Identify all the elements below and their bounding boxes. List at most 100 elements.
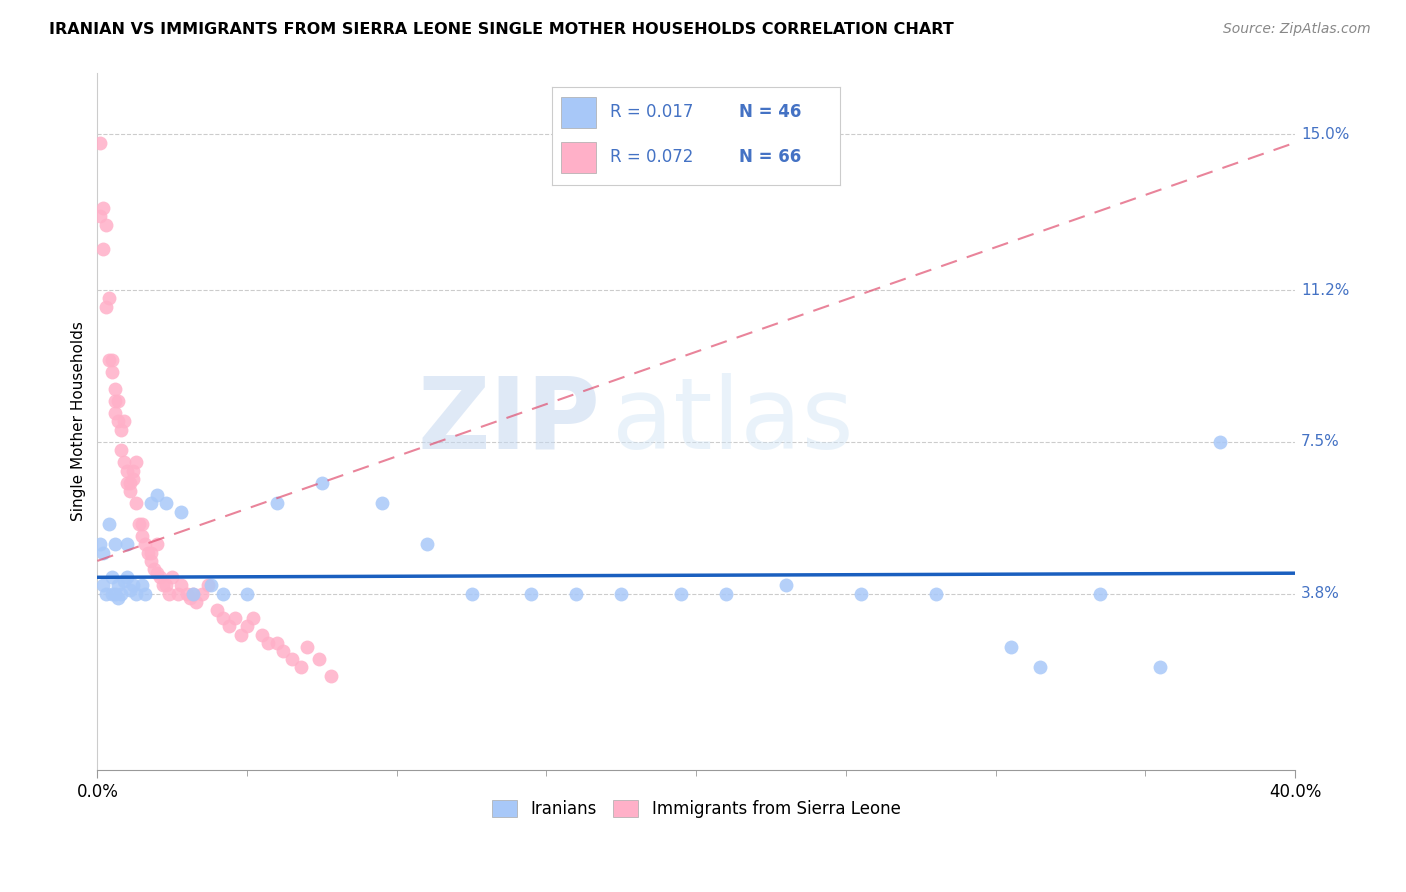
Point <box>212 611 235 625</box>
Point <box>131 516 153 531</box>
Point <box>714 587 737 601</box>
Point <box>117 464 139 478</box>
Point <box>212 587 235 601</box>
Point <box>181 587 204 601</box>
Point <box>179 591 201 605</box>
Point <box>311 475 333 490</box>
Point <box>89 537 111 551</box>
Point <box>117 570 139 584</box>
Point <box>110 423 132 437</box>
Point <box>149 570 172 584</box>
Point <box>120 582 142 597</box>
Point <box>610 587 633 601</box>
Point <box>925 587 948 601</box>
Point <box>242 611 264 625</box>
Point <box>112 455 135 469</box>
Point <box>181 587 204 601</box>
Point <box>107 578 129 592</box>
Point <box>134 587 156 601</box>
Point <box>134 537 156 551</box>
Text: 11.2%: 11.2% <box>1301 283 1350 298</box>
Point <box>160 570 183 584</box>
Point <box>91 242 114 256</box>
Point <box>290 660 312 674</box>
Point <box>281 652 304 666</box>
Point <box>155 496 177 510</box>
Point <box>98 516 121 531</box>
Point <box>266 636 288 650</box>
Point <box>107 591 129 605</box>
Point <box>128 516 150 531</box>
Point <box>565 587 588 601</box>
Point <box>167 587 190 601</box>
Point <box>1029 660 1052 674</box>
Point <box>143 562 166 576</box>
Point <box>200 578 222 592</box>
Text: Source: ZipAtlas.com: Source: ZipAtlas.com <box>1223 22 1371 37</box>
Point <box>101 353 124 368</box>
Point <box>136 546 159 560</box>
Point <box>96 218 118 232</box>
Point <box>849 587 872 601</box>
Point <box>120 475 142 490</box>
Point <box>98 353 121 368</box>
Point <box>141 554 163 568</box>
Point <box>117 537 139 551</box>
Point <box>131 529 153 543</box>
Point <box>91 578 114 592</box>
Point <box>104 537 127 551</box>
Point <box>89 210 111 224</box>
Text: 3.8%: 3.8% <box>1301 586 1340 601</box>
Point <box>236 619 259 633</box>
Point <box>101 570 124 584</box>
Point <box>257 636 280 650</box>
Point <box>131 578 153 592</box>
Point <box>170 505 193 519</box>
Point <box>186 595 208 609</box>
Point <box>669 587 692 601</box>
Point <box>104 382 127 396</box>
Point <box>110 443 132 458</box>
Point <box>101 587 124 601</box>
Point <box>308 652 330 666</box>
Point <box>91 202 114 216</box>
Point <box>117 475 139 490</box>
Point <box>157 587 180 601</box>
Point <box>107 394 129 409</box>
Point <box>98 292 121 306</box>
Text: 7.5%: 7.5% <box>1301 434 1340 450</box>
Point <box>176 587 198 601</box>
Point <box>236 587 259 601</box>
Point <box>141 496 163 510</box>
Point <box>460 587 482 601</box>
Point <box>415 537 437 551</box>
Point <box>218 619 240 633</box>
Point <box>120 484 142 499</box>
Point <box>224 611 246 625</box>
Text: ZIP: ZIP <box>418 373 600 470</box>
Point <box>1090 587 1112 601</box>
Point <box>141 546 163 560</box>
Point <box>112 574 135 589</box>
Point <box>520 587 543 601</box>
Point <box>125 455 148 469</box>
Text: 15.0%: 15.0% <box>1301 127 1350 142</box>
Point <box>89 136 111 150</box>
Point <box>146 488 169 502</box>
Point <box>229 628 252 642</box>
Y-axis label: Single Mother Households: Single Mother Households <box>72 321 86 522</box>
Point <box>146 566 169 581</box>
Point <box>775 578 797 592</box>
Point <box>125 496 148 510</box>
Point <box>271 644 294 658</box>
Point <box>122 472 145 486</box>
Point <box>104 406 127 420</box>
Text: IRANIAN VS IMMIGRANTS FROM SIERRA LEONE SINGLE MOTHER HOUSEHOLDS CORRELATION CHA: IRANIAN VS IMMIGRANTS FROM SIERRA LEONE … <box>49 22 953 37</box>
Point <box>1149 660 1171 674</box>
Point <box>205 603 228 617</box>
Point <box>152 578 174 592</box>
Point <box>104 394 127 409</box>
Point <box>371 496 394 510</box>
Point <box>125 587 148 601</box>
Point <box>110 587 132 601</box>
